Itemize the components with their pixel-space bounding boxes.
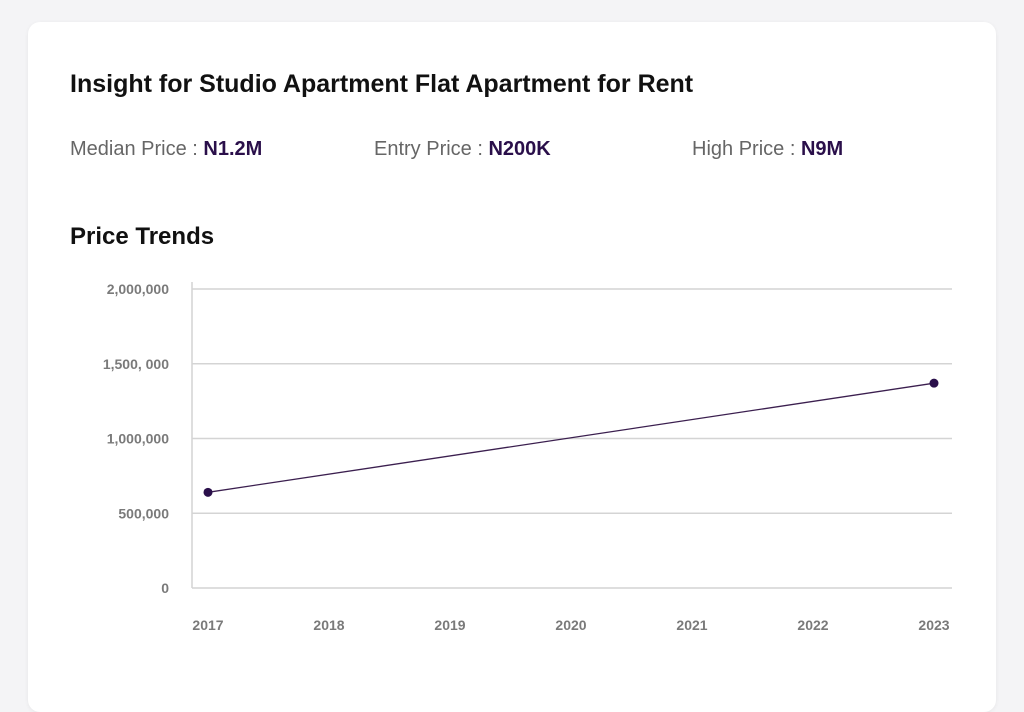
x-tick-label: 2023 bbox=[918, 617, 949, 633]
x-tick-label: 2018 bbox=[313, 617, 344, 633]
entry-price-stat: Entry Price : N200K bbox=[374, 138, 551, 161]
series-line bbox=[207, 382, 935, 493]
high-price-value: N9M bbox=[800, 138, 844, 160]
insight-card: Insight for Studio Apartment Flat Apartm… bbox=[28, 22, 996, 712]
median-price-value: N1.2M bbox=[203, 138, 263, 160]
x-tick-label: 2020 bbox=[555, 617, 586, 633]
insight-title: Insight for Studio Apartment Flat Apartm… bbox=[70, 70, 694, 98]
x-tick-label: 2019 bbox=[434, 617, 465, 633]
y-tick-label: 1,000,000 bbox=[107, 431, 169, 447]
y-tick-label: 1,500, 000 bbox=[103, 356, 169, 372]
high-price-label: High Price : bbox=[692, 138, 801, 160]
axis-layer: 0 500,000 1,000,000 1,500, 000 2,000,000 2017… bbox=[103, 281, 950, 633]
grid-layer bbox=[192, 288, 952, 589]
entry-price-value: N200K bbox=[488, 138, 551, 160]
data-point bbox=[929, 378, 939, 388]
entry-price-label: Entry Price : bbox=[374, 138, 489, 160]
price-trends-chart: 0 500,000 1,000,000 1,500, 000 2,000,000 2017… bbox=[103, 281, 952, 633]
x-tick-label: 2022 bbox=[797, 617, 828, 633]
x-tick-label: 2017 bbox=[192, 617, 223, 633]
y-tick-label: 0 bbox=[161, 580, 169, 596]
median-price-label: Median Price : bbox=[70, 138, 204, 160]
median-price-stat: Median Price : N1.2M bbox=[70, 138, 262, 161]
y-tick-label: 2,000,000 bbox=[107, 281, 169, 297]
price-trends-title: Price Trends bbox=[70, 223, 215, 250]
data-point bbox=[203, 487, 213, 497]
high-price-stat: High Price : N9M bbox=[692, 138, 843, 161]
x-tick-label: 2021 bbox=[676, 617, 707, 633]
y-tick-label: 500,000 bbox=[118, 505, 169, 521]
series-layer bbox=[203, 378, 939, 497]
